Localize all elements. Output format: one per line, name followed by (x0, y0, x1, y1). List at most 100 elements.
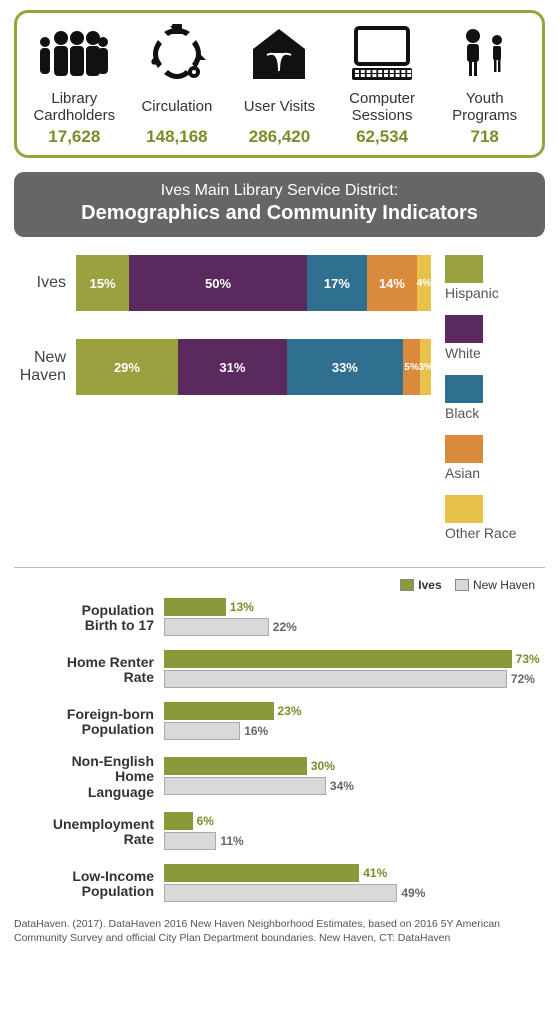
sessions-icon (346, 23, 418, 85)
indicator-bars: 6% 11% (164, 812, 545, 852)
stat-value: 17,628 (48, 127, 100, 147)
bar-segment: 4% (417, 255, 431, 311)
indicators-chart: Ives New Haven PopulationBirth to 17 13%… (14, 578, 545, 904)
indicator-label: Non-EnglishHomeLanguage (14, 754, 164, 800)
title-line2: Demographics and Community Indicators (24, 202, 535, 225)
bar-segment: 3% (420, 339, 431, 395)
indicator-value: 23% (274, 702, 302, 720)
stat-sessions: ComputerSessions 62,534 (333, 23, 432, 147)
legend-newhaven: New Haven (473, 578, 535, 592)
indicator-value: 6% (193, 812, 214, 830)
indicator-bar-nh: 49% (164, 884, 545, 902)
bar-segment: 29% (76, 339, 178, 395)
legend-swatch (445, 255, 483, 283)
indicator-row: Low-IncomePopulation 41% 49% (14, 864, 545, 904)
indicators-legend: Ives New Haven (14, 578, 535, 594)
indicator-bar-ives: 13% (164, 598, 545, 616)
stat-label: LibraryCardholders (33, 89, 115, 125)
legend-swatch (445, 495, 483, 523)
indicator-label: UnemploymentRate (14, 817, 164, 848)
legend-swatch (445, 375, 483, 403)
stat-label: Circulation (141, 89, 212, 125)
indicator-row: Non-EnglishHomeLanguage 30% 34% (14, 754, 545, 800)
legend-label: Black (445, 405, 545, 421)
demo-row-label: Ives (14, 274, 76, 292)
bar-segment: 33% (287, 339, 403, 395)
stacked-bar: 29%31%33%5%3% (76, 339, 431, 395)
youth-icon (457, 23, 513, 85)
legend-item: White (445, 315, 545, 361)
stats-box: LibraryCardholders 17,628 Circulation 14… (14, 10, 545, 158)
demographics-bars: Ives15%50%17%14%4% NewHaven29%31%33%5%3% (14, 255, 431, 555)
stat-visits: User Visits 286,420 (230, 23, 329, 147)
source-citation: DataHaven. (2017). DataHaven 2016 New Ha… (14, 918, 545, 945)
indicator-value: 22% (269, 618, 297, 636)
visits-icon (247, 23, 311, 85)
indicator-label: Low-IncomePopulation (14, 869, 164, 900)
indicator-bar-ives: 73% (164, 650, 545, 668)
legend-item: Other Race (445, 495, 545, 541)
cardholders-icon (35, 23, 113, 85)
demo-row: Ives15%50%17%14%4% (14, 255, 431, 311)
stat-cardholders: LibraryCardholders 17,628 (25, 23, 124, 147)
indicator-value: 49% (397, 884, 425, 902)
indicator-label: PopulationBirth to 17 (14, 603, 164, 634)
indicator-value: 16% (240, 722, 268, 740)
indicator-label: Foreign-bornPopulation (14, 707, 164, 738)
legend-item: Hispanic (445, 255, 545, 301)
title-banner: Ives Main Library Service District: Demo… (14, 172, 545, 237)
legend-label: White (445, 345, 545, 361)
indicator-bars: 23% 16% (164, 702, 545, 742)
demographics-legend: Hispanic White Black Asian Other Race (445, 255, 545, 555)
stat-circulation: Circulation 148,168 (128, 23, 227, 147)
indicator-value: 34% (326, 777, 354, 795)
legend-swatch (445, 435, 483, 463)
bar-segment: 15% (76, 255, 129, 311)
legend-ives: Ives (418, 578, 441, 592)
stat-value: 718 (470, 127, 498, 147)
indicator-bar-nh: 72% (164, 670, 545, 688)
stat-value: 286,420 (249, 127, 310, 147)
demo-row-label: NewHaven (14, 349, 76, 384)
indicator-bars: 73% 72% (164, 650, 545, 690)
indicator-bars: 41% 49% (164, 864, 545, 904)
indicator-value: 11% (216, 832, 243, 850)
demographics-chart: Ives15%50%17%14%4%NewHaven29%31%33%5%3% … (14, 255, 545, 555)
indicator-value: 73% (512, 650, 540, 668)
indicator-bar-ives: 41% (164, 864, 545, 882)
indicator-row: Home RenterRate 73% 72% (14, 650, 545, 690)
stat-youth: YouthPrograms 718 (435, 23, 534, 147)
bar-segment: 14% (367, 255, 417, 311)
bar-segment: 50% (129, 255, 307, 311)
demo-row: NewHaven29%31%33%5%3% (14, 339, 431, 395)
indicator-bar-ives: 23% (164, 702, 545, 720)
indicator-row: Foreign-bornPopulation 23% 16% (14, 702, 545, 742)
legend-label: Hispanic (445, 285, 545, 301)
section-divider (14, 567, 545, 568)
legend-swatch (445, 315, 483, 343)
legend-item: Asian (445, 435, 545, 481)
indicator-value: 13% (226, 598, 254, 616)
indicator-row: PopulationBirth to 17 13% 22% (14, 598, 545, 638)
indicator-bar-ives: 6% (164, 812, 545, 830)
legend-label: Other Race (445, 525, 545, 541)
indicator-bar-ives: 30% (164, 757, 545, 775)
indicator-value: 72% (507, 670, 535, 688)
stat-label: ComputerSessions (349, 89, 415, 125)
bar-segment: 17% (307, 255, 367, 311)
stat-label: YouthPrograms (452, 89, 517, 125)
indicator-bar-nh: 34% (164, 777, 545, 795)
indicator-value: 41% (359, 864, 387, 882)
legend-label: Asian (445, 465, 545, 481)
indicator-label: Home RenterRate (14, 655, 164, 686)
stat-value: 62,534 (356, 127, 408, 147)
bar-segment: 31% (178, 339, 287, 395)
stat-value: 148,168 (146, 127, 207, 147)
indicator-bars: 30% 34% (164, 757, 545, 797)
title-line1: Ives Main Library Service District: (24, 182, 535, 200)
indicator-value: 30% (307, 757, 335, 775)
indicator-bar-nh: 11% (164, 832, 545, 850)
indicator-bar-nh: 16% (164, 722, 545, 740)
indicator-row: UnemploymentRate 6% 11% (14, 812, 545, 852)
stat-label: User Visits (244, 89, 315, 125)
